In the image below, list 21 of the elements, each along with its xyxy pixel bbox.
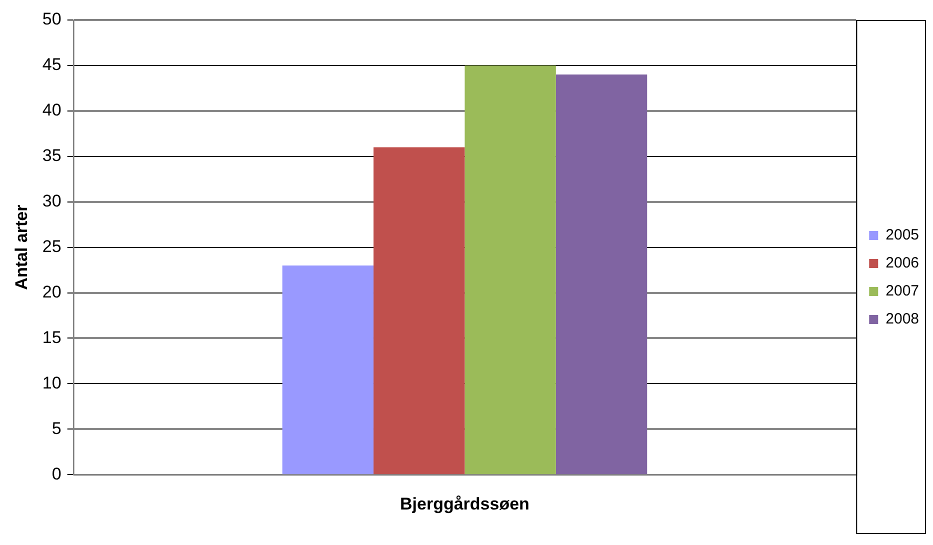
y-tick-label: 50 — [42, 10, 62, 29]
y-tick-label: 35 — [42, 146, 62, 166]
x-tick-label: Bjerggårdssøen — [400, 494, 530, 514]
bar — [464, 65, 556, 474]
bar — [282, 265, 374, 474]
y-tick-label: 25 — [42, 236, 62, 256]
legend-label: 2007 — [886, 282, 920, 300]
y-tick-label: 15 — [42, 328, 62, 347]
y-tick-label: 45 — [42, 55, 62, 74]
y-tick-label: 20 — [42, 282, 62, 302]
y-tick-label: 0 — [52, 464, 62, 484]
legend-label: 2006 — [886, 254, 920, 272]
y-tick-label: 5 — [52, 418, 62, 438]
y-axis-title: Antal arter — [12, 204, 31, 290]
y-tick-label: 40 — [42, 100, 62, 120]
y-tick-label: 10 — [42, 373, 62, 392]
legend-label: 2008 — [886, 310, 920, 328]
y-tick-label: 30 — [42, 192, 62, 211]
bar — [556, 74, 648, 474]
legend-label: 2005 — [886, 226, 920, 244]
bar — [374, 147, 465, 474]
